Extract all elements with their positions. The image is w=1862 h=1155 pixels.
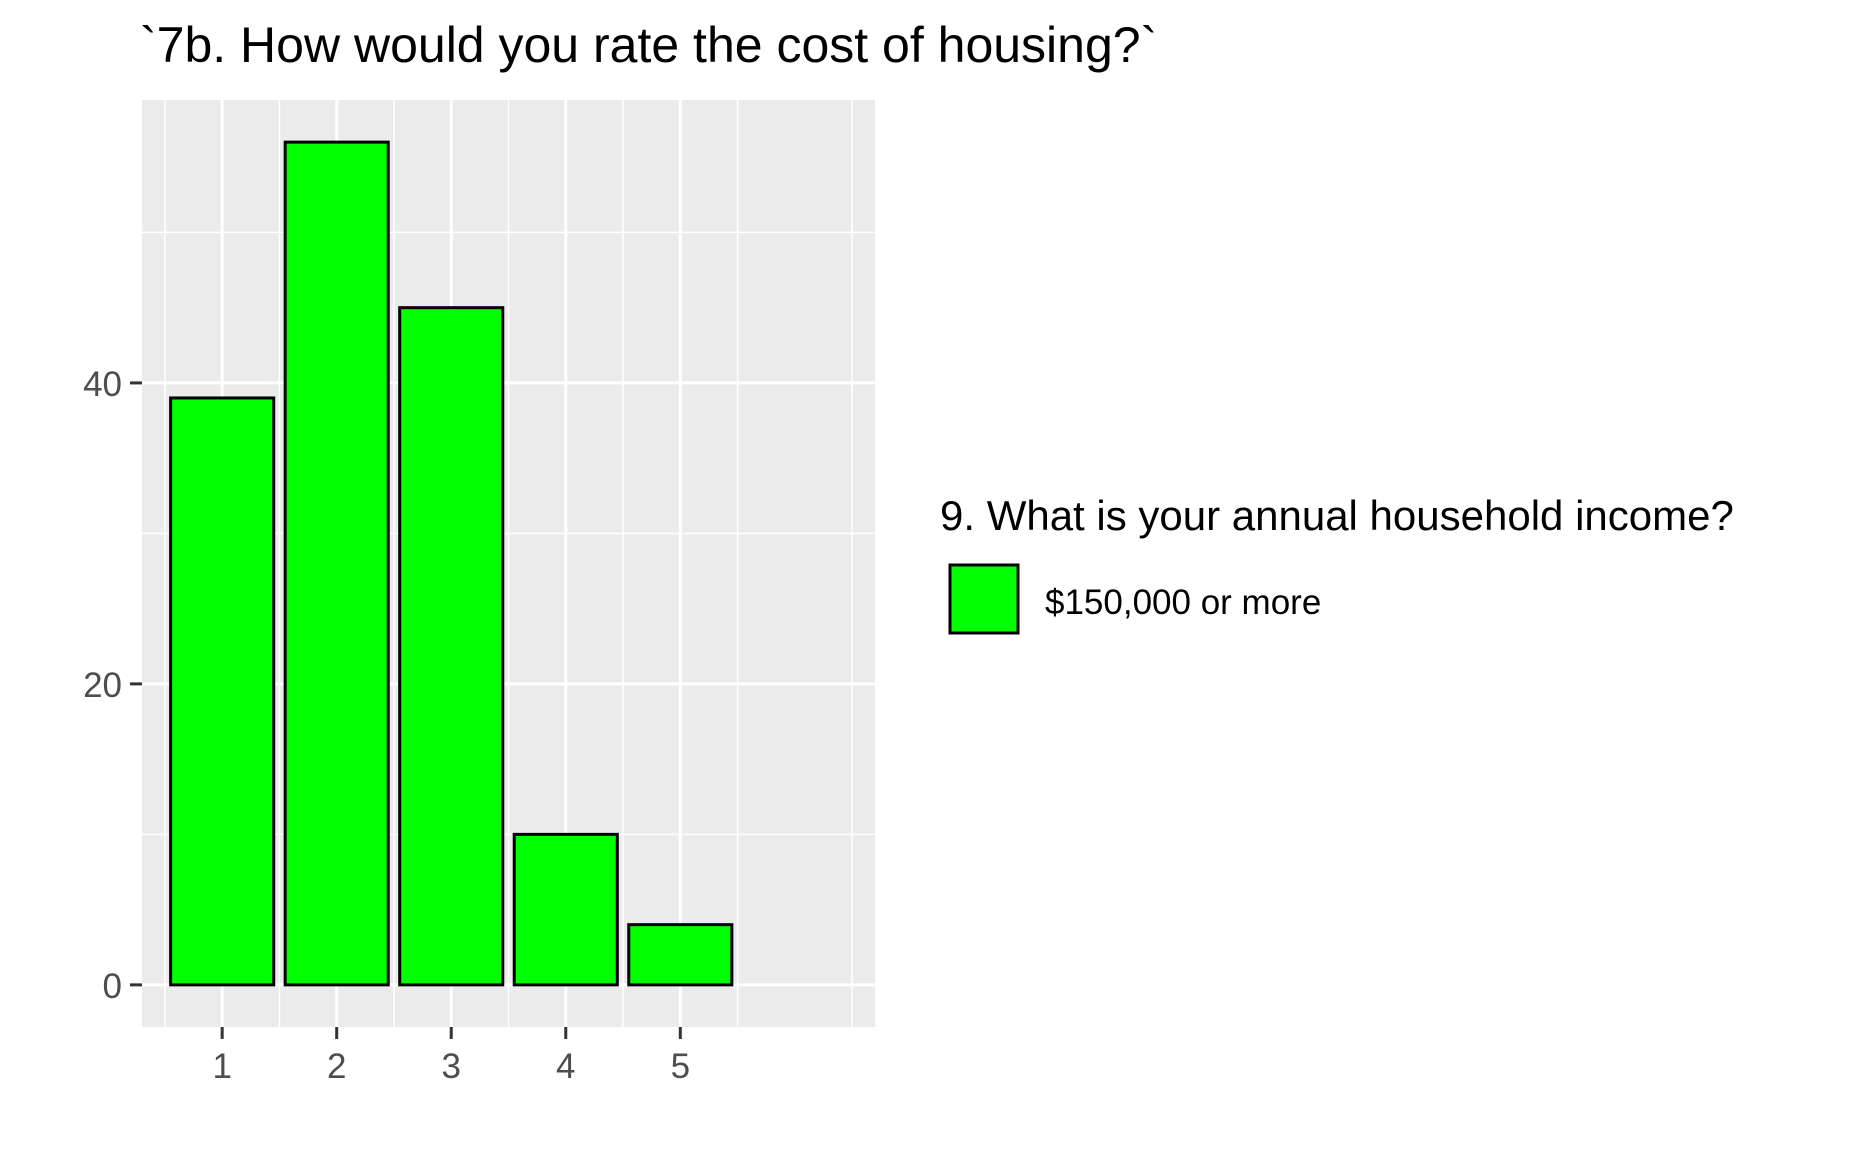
chart-title: `7b. How would you rate the cost of hous…	[140, 17, 1157, 73]
legend-title: 9. What is your annual household income?	[940, 492, 1734, 539]
bar-1	[169, 396, 276, 987]
y-tick-label: 20	[83, 666, 122, 705]
bar-series	[169, 140, 734, 987]
bar-2	[283, 140, 390, 987]
legend-item-label: $150,000 or more	[1045, 583, 1321, 622]
bar-5	[627, 923, 734, 987]
legend: 9. What is your annual household income?…	[940, 492, 1734, 635]
x-tick-label: 5	[671, 1047, 690, 1086]
x-tick-label: 3	[442, 1047, 461, 1086]
x-tick-label: 2	[327, 1047, 346, 1086]
x-tick-label: 4	[556, 1047, 575, 1086]
y-tick-label: 40	[83, 365, 122, 404]
x-axis: 1 2 3 4 5	[212, 1027, 690, 1086]
y-tick-label: 0	[103, 967, 122, 1006]
y-axis: 0 20 40	[83, 365, 142, 1006]
legend-key-swatch	[948, 563, 1020, 635]
bar-4	[512, 832, 619, 987]
bar-3	[398, 306, 505, 987]
x-tick-label: 1	[212, 1047, 231, 1086]
